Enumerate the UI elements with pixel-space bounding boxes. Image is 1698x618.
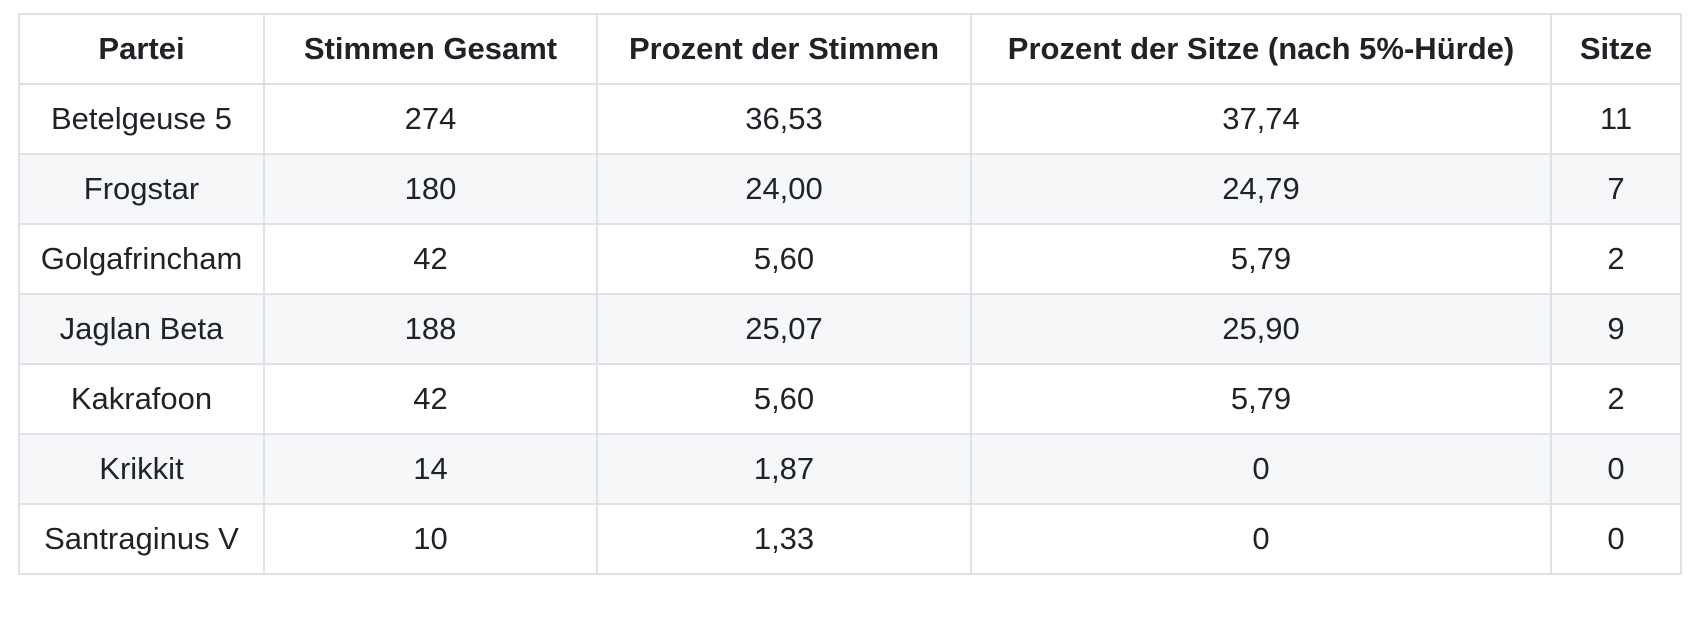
cell-partei: Betelgeuse 5: [18, 83, 265, 155]
cell-stimmen-gesamt: 180: [263, 153, 598, 225]
cell-sitze: 2: [1550, 363, 1682, 435]
table-row: Santraginus V 10 1,33 0 0: [18, 503, 1682, 575]
cell-stimmen-gesamt: 14: [263, 433, 598, 505]
table-row: Krikkit 14 1,87 0 0: [18, 433, 1682, 505]
cell-prozent-der-stimmen: 24,00: [596, 153, 972, 225]
column-header-prozent-der-stimmen: Prozent der Stimmen: [596, 13, 972, 85]
cell-prozent-der-sitze: 0: [970, 503, 1552, 575]
cell-partei: Kakrafoon: [18, 363, 265, 435]
cell-prozent-der-sitze: 24,79: [970, 153, 1552, 225]
cell-prozent-der-stimmen: 5,60: [596, 363, 972, 435]
table-row: Betelgeuse 5 274 36,53 37,74 11: [18, 83, 1682, 155]
cell-sitze: 7: [1550, 153, 1682, 225]
table-row: Frogstar 180 24,00 24,79 7: [18, 153, 1682, 225]
table-body: Betelgeuse 5 274 36,53 37,74 11 Frogstar 180 24…: [18, 83, 1682, 575]
cell-stimmen-gesamt: 274: [263, 83, 598, 155]
header-row: Partei Stimmen Gesamt Prozent der Stimmen P…: [18, 13, 1682, 85]
column-header-partei: Partei: [18, 13, 265, 85]
cell-sitze: 9: [1550, 293, 1682, 365]
cell-sitze: 0: [1550, 503, 1682, 575]
cell-prozent-der-sitze: 37,74: [970, 83, 1552, 155]
cell-prozent-der-sitze: 25,90: [970, 293, 1552, 365]
cell-partei: Frogstar: [18, 153, 265, 225]
cell-partei: Golgafrincham: [18, 223, 265, 295]
cell-sitze: 0: [1550, 433, 1682, 505]
table-row: Jaglan Beta 188 25,07 25,90 9: [18, 293, 1682, 365]
cell-partei: Jaglan Beta: [18, 293, 265, 365]
cell-prozent-der-stimmen: 1,87: [596, 433, 972, 505]
column-header-stimmen-gesamt: Stimmen Gesamt: [263, 13, 598, 85]
cell-sitze: 2: [1550, 223, 1682, 295]
table-row: Golgafrincham 42 5,60 5,79 2: [18, 223, 1682, 295]
cell-partei: Krikkit: [18, 433, 265, 505]
table-row: Kakrafoon 42 5,60 5,79 2: [18, 363, 1682, 435]
cell-sitze: 11: [1550, 83, 1682, 155]
column-header-sitze: Sitze: [1550, 13, 1682, 85]
cell-prozent-der-sitze: 0: [970, 433, 1552, 505]
cell-prozent-der-stimmen: 36,53: [596, 83, 972, 155]
election-results-table: Partei Stimmen Gesamt Prozent der Stimmen P…: [18, 13, 1682, 575]
cell-stimmen-gesamt: 42: [263, 363, 598, 435]
cell-prozent-der-sitze: 5,79: [970, 363, 1552, 435]
cell-prozent-der-stimmen: 25,07: [596, 293, 972, 365]
cell-stimmen-gesamt: 42: [263, 223, 598, 295]
column-header-prozent-der-sitze: Prozent der Sitze (nach 5%-Hürde): [970, 13, 1552, 85]
cell-stimmen-gesamt: 10: [263, 503, 598, 575]
cell-prozent-der-sitze: 5,79: [970, 223, 1552, 295]
cell-prozent-der-stimmen: 1,33: [596, 503, 972, 575]
cell-prozent-der-stimmen: 5,60: [596, 223, 972, 295]
cell-stimmen-gesamt: 188: [263, 293, 598, 365]
cell-partei: Santraginus V: [18, 503, 265, 575]
